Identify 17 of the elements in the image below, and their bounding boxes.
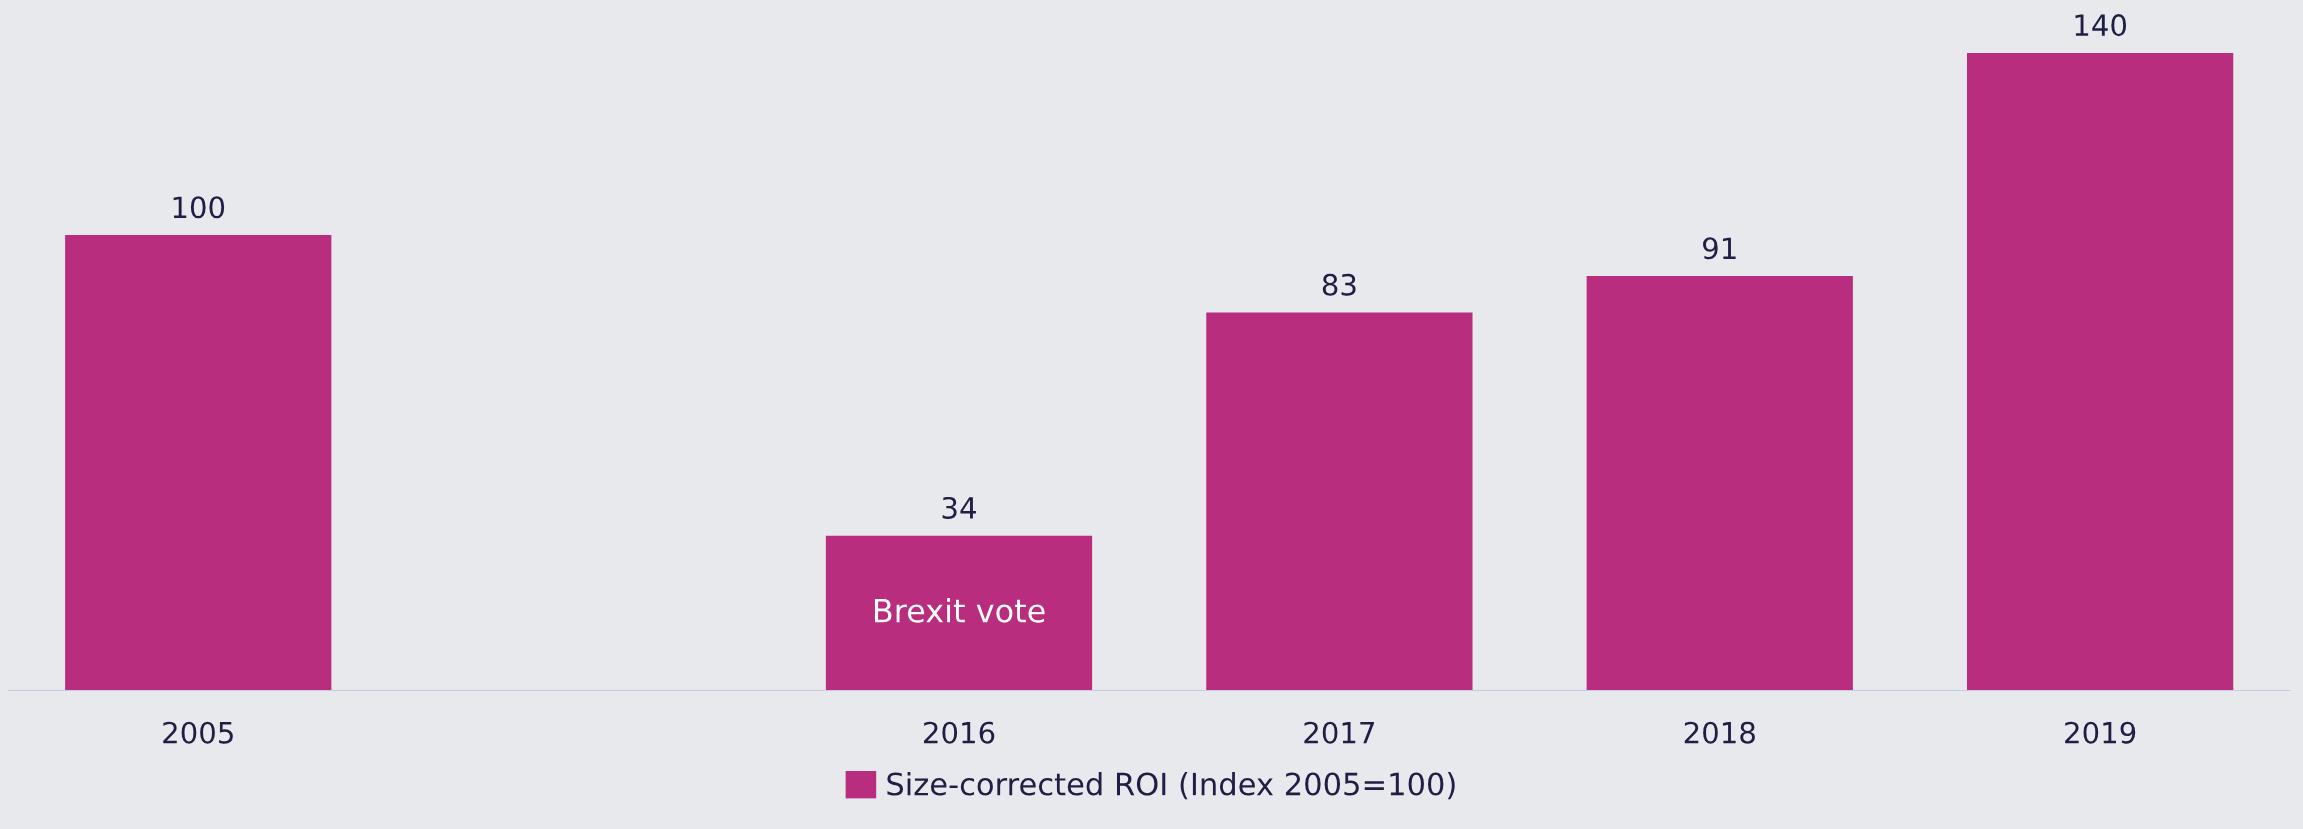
bar <box>1967 52 2234 691</box>
bar <box>825 535 1093 691</box>
x-tick-label: 2005 <box>163 721 233 744</box>
data-label: 91 <box>1703 237 1736 260</box>
bar <box>1206 312 1473 691</box>
x-tick-label: 2016 <box>924 721 995 744</box>
data-label: 34 <box>942 496 976 519</box>
legend-label: Size-corrected ROI (Index 2005=100) <box>887 771 1455 800</box>
data-label: 140 <box>2075 14 2127 37</box>
x-tick-label: 2017 <box>1304 721 1375 744</box>
x-tick-label: 2019 <box>2065 721 2136 744</box>
bar <box>1586 276 1853 691</box>
data-label: 100 <box>173 196 225 219</box>
x-tick-label: 2018 <box>1684 721 1755 744</box>
data-label: 83 <box>1322 273 1356 296</box>
bar <box>65 235 332 691</box>
annotation: Brexit vote <box>874 598 1045 623</box>
